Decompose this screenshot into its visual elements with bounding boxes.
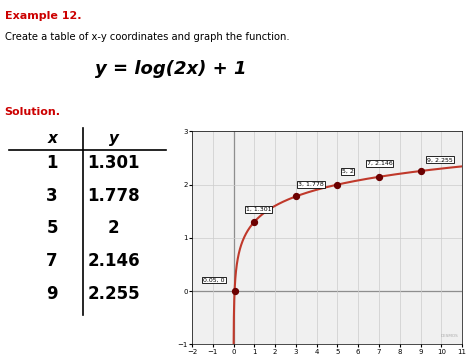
Text: 5: 5	[46, 219, 58, 237]
Text: 7, 2.146: 7, 2.146	[366, 161, 392, 166]
Point	[417, 168, 424, 174]
Point	[231, 288, 238, 294]
Text: 9, 2.255: 9, 2.255	[427, 157, 453, 163]
Text: Example 12.: Example 12.	[5, 11, 81, 21]
Point	[251, 219, 258, 225]
Point	[375, 174, 383, 180]
Text: 3: 3	[46, 187, 58, 205]
Point	[292, 193, 300, 199]
Text: y = log(2x) + 1: y = log(2x) + 1	[95, 60, 246, 78]
Text: 9: 9	[46, 285, 58, 303]
Text: 2: 2	[108, 219, 119, 237]
Text: 1: 1	[46, 154, 58, 172]
Text: 1.301: 1.301	[88, 154, 140, 172]
Text: y: y	[109, 131, 119, 146]
Text: 2.255: 2.255	[87, 285, 140, 303]
Text: 1, 1.301: 1, 1.301	[246, 207, 272, 212]
Point	[334, 182, 341, 187]
Text: 0.05, 0: 0.05, 0	[203, 278, 225, 283]
Text: DESMOS: DESMOS	[440, 334, 458, 338]
Text: 2.146: 2.146	[87, 252, 140, 270]
Text: Create a table of x-y coordinates and graph the function.: Create a table of x-y coordinates and gr…	[5, 32, 289, 42]
Text: 1.778: 1.778	[87, 187, 140, 205]
Text: 3, 1.778: 3, 1.778	[298, 182, 324, 187]
Text: x: x	[47, 131, 57, 146]
Text: Solution.: Solution.	[5, 106, 61, 116]
Text: 5, 2: 5, 2	[342, 169, 354, 174]
Text: 7: 7	[46, 252, 58, 270]
